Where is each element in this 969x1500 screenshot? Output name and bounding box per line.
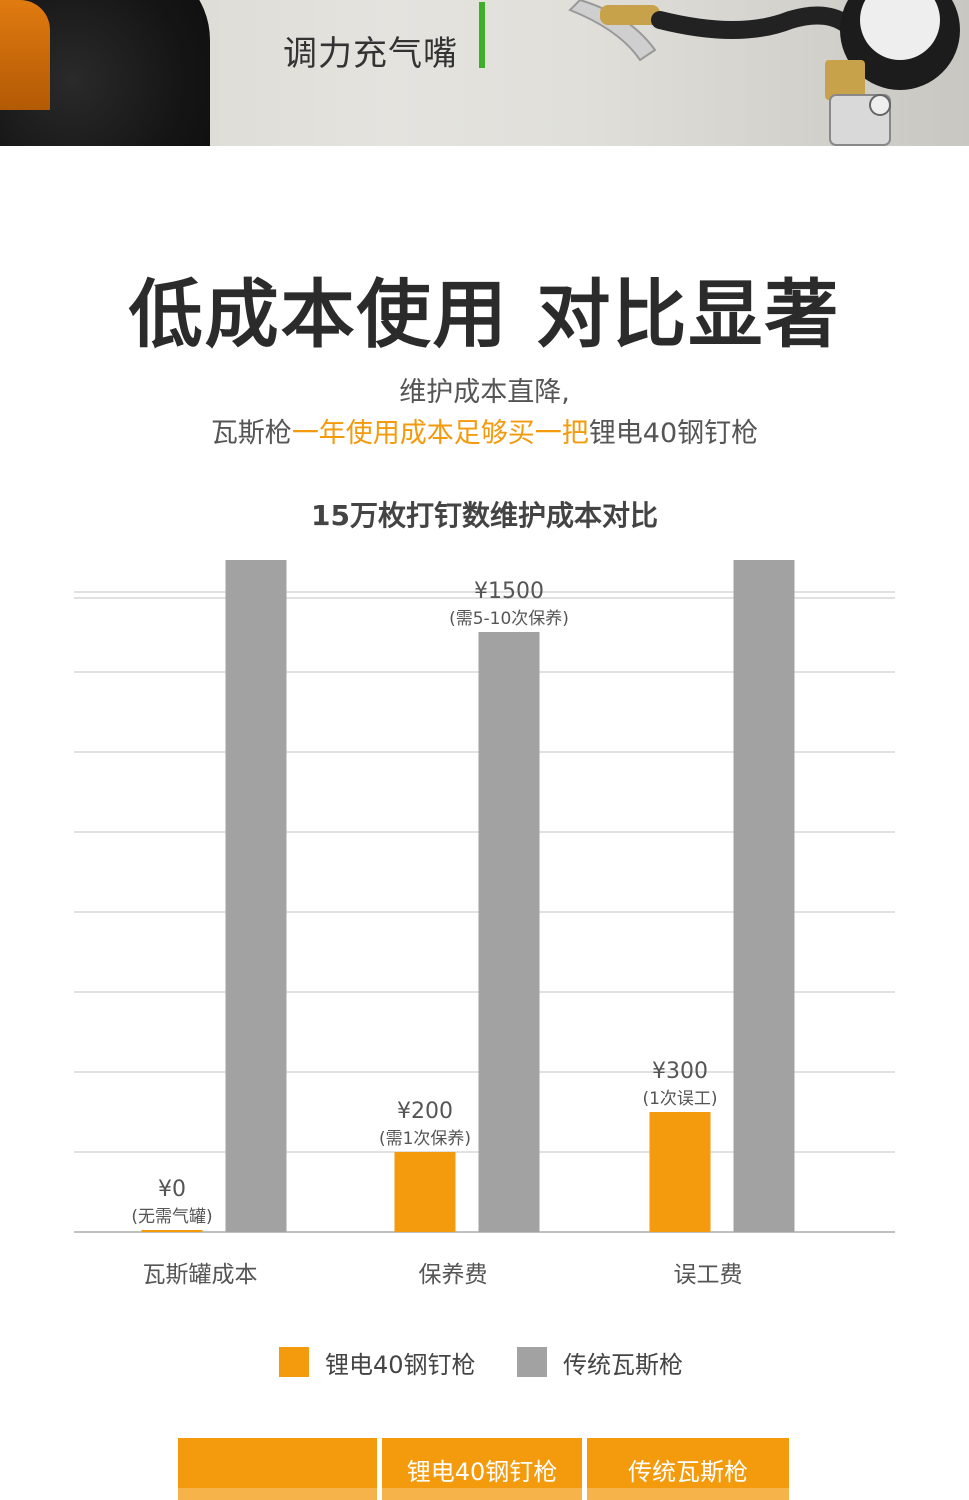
bar-value-label: ¥300 xyxy=(652,1059,708,1084)
category-label: 误工费 xyxy=(674,1262,743,1288)
inflator-nozzle-image xyxy=(568,0,960,146)
category-label: 瓦斯罐成本 xyxy=(143,1262,258,1288)
bar-note-label: (1次误工) xyxy=(642,1089,717,1109)
bar-value-label: ¥1500 xyxy=(474,579,544,604)
legend-label-lithium: 锂电40钢钉枪 xyxy=(325,1350,476,1379)
table-row-strip xyxy=(587,1488,789,1500)
banner-title: 调力充气嘴 xyxy=(283,34,458,74)
product-accent xyxy=(0,0,50,110)
banner-accent-bar xyxy=(479,2,485,68)
category-label: 保养费 xyxy=(419,1262,488,1288)
cost-comparison-chart: ¥0(无需气罐)¥1800(瓦斯罐150个)瓦斯罐成本¥200(需1次保养)¥1… xyxy=(74,560,895,1288)
bar-lithium xyxy=(141,1230,203,1232)
table-row-strip xyxy=(382,1488,582,1500)
chart-title: 15万枚打钉数维护成本对比 xyxy=(311,499,658,532)
bar-note-label: (需1次保养) xyxy=(379,1129,471,1149)
legend-swatch-lithium xyxy=(279,1347,309,1377)
bar-gas xyxy=(478,632,540,1232)
subtitle-suffix: 锂电40钢钉枪 xyxy=(588,418,759,449)
top-banner: 调力充气嘴 xyxy=(0,0,969,146)
subtitle-highlight: 一年使用成本足够买一把 xyxy=(291,418,589,449)
subtitle-prefix: 瓦斯枪 xyxy=(210,418,292,449)
bar-gas xyxy=(733,560,795,1232)
legend-label-gas: 传统瓦斯枪 xyxy=(563,1350,683,1379)
bar-gas xyxy=(225,560,287,1232)
bar-note-label: (无需气罐) xyxy=(131,1207,212,1227)
bar-note-label: (需5-10次保养) xyxy=(449,609,569,629)
page-title: 低成本使用 对比显著 xyxy=(128,272,841,358)
legend-item-gas: 传统瓦斯枪 xyxy=(517,1340,683,1384)
subtitle-line-1: 维护成本直降, xyxy=(399,377,570,408)
bar-lithium xyxy=(649,1112,711,1232)
chart-legend: 锂电40钢钉枪 传统瓦斯枪 xyxy=(0,1340,969,1384)
legend-item-lithium: 锂电40钢钉枪 xyxy=(279,1340,476,1384)
bar-value-label: ¥0 xyxy=(158,1177,186,1202)
product-image xyxy=(0,0,210,146)
bar-lithium xyxy=(394,1152,456,1232)
subtitle-line-2: 瓦斯枪一年使用成本足够买一把锂电40钢钉枪 xyxy=(0,411,969,450)
bar-value-label: ¥200 xyxy=(397,1099,453,1124)
legend-swatch-gas xyxy=(517,1347,547,1377)
table-row-strip xyxy=(178,1488,377,1500)
